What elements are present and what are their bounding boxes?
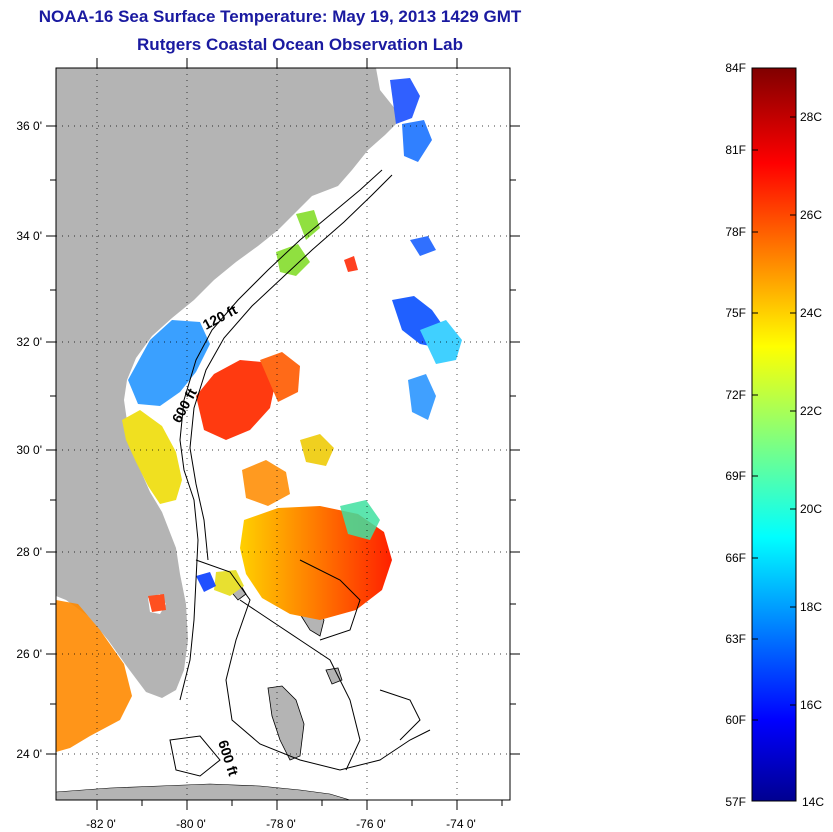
axis-ticks: [46, 58, 520, 810]
lon-tick-label: -78 0': [266, 817, 296, 831]
lat-tick-label: 24 0': [16, 747, 42, 761]
colorbar-f-label: 66F: [725, 551, 746, 565]
colorbar-f-label: 75F: [725, 306, 746, 320]
colorbar-c-label: 24C: [800, 306, 822, 320]
lat-tick-label: 28 0': [16, 545, 42, 559]
map-frame: [55, 67, 511, 801]
colorbar-c-label: 26C: [800, 208, 822, 222]
lon-tick-label: -74 0': [446, 817, 476, 831]
colorbar-c-label: 14C: [802, 795, 824, 809]
lon-tick-label: -80 0': [176, 817, 206, 831]
cuba-land: [56, 783, 351, 800]
lat-tick-label: 26 0': [16, 647, 42, 661]
colorbar-ticks: [752, 116, 796, 721]
colorbar-c-label: 16C: [800, 698, 822, 712]
bathymetry-contours: [169, 169, 431, 777]
colorbar-f-label: 84F: [725, 61, 746, 75]
colorbar-f-label: 78F: [725, 225, 746, 239]
colorbar-f-label: 57F: [725, 795, 746, 809]
lat-tick-label: 36 0': [16, 119, 42, 133]
us-mainland-land: [56, 68, 402, 698]
graticule: [56, 68, 510, 800]
colorbar-c-label: 28C: [800, 110, 822, 124]
colorbar-f-label: 60F: [725, 713, 746, 727]
colorbar-c-label: 22C: [800, 404, 822, 418]
colorbar-f-label: 72F: [725, 388, 746, 402]
colorbar-f-label: 69F: [725, 469, 746, 483]
lon-tick-label: -76 0': [356, 817, 386, 831]
colorbar-c-label: 18C: [800, 600, 822, 614]
colorbar-f-label: 81F: [725, 143, 746, 157]
lat-tick-label: 30 0': [16, 443, 42, 457]
colorbar-f-label: 63F: [725, 632, 746, 646]
colorbar-c-label: 20C: [800, 502, 822, 516]
colorbar-gradient: [751, 67, 797, 802]
lat-tick-label: 34 0': [16, 229, 42, 243]
sst-patches: [56, 78, 462, 752]
map-subtitle: Rutgers Coastal Ocean Observation Lab: [137, 35, 463, 54]
lat-tick-label: 32 0': [16, 335, 42, 349]
lon-tick-label: -82 0': [86, 817, 116, 831]
map-title: NOAA-16 Sea Surface Temperature: May 19,…: [38, 7, 522, 26]
sst-map: 120 ft 600 ft 600 ft 36 0' 34 0' 32 0' 3…: [16, 58, 520, 831]
